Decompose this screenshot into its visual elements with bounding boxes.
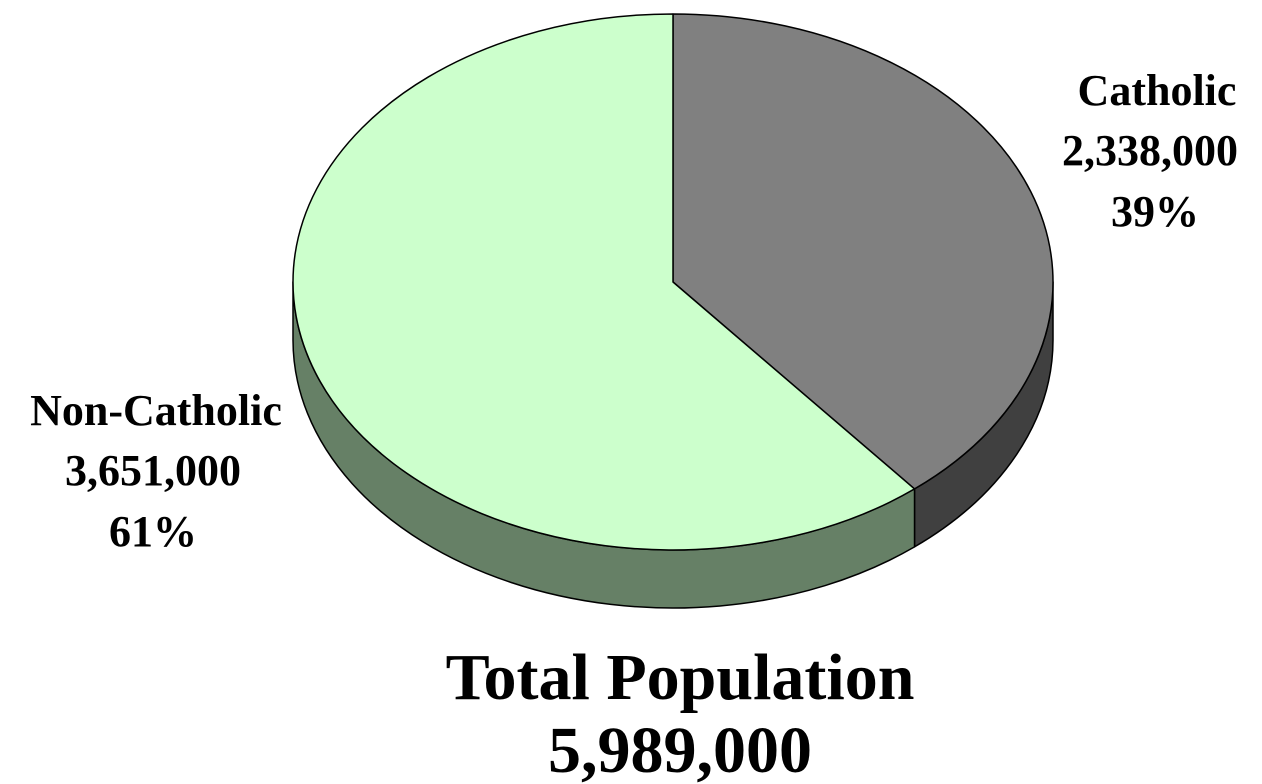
pie-tops <box>292 13 1054 551</box>
non-catholic-slice <box>292 13 916 551</box>
catholic-percent-label: 39% <box>1111 187 1199 236</box>
total-title: Total Population <box>446 641 915 714</box>
non-catholic-percent-label: 61% <box>109 507 197 556</box>
catholic-slice <box>672 13 1054 490</box>
total-value: 5,989,000 <box>548 714 812 784</box>
catholic-slice-label: Catholic <box>1078 66 1237 115</box>
non-catholic-slice-label: Non-Catholic <box>30 386 282 435</box>
catholic-value-label: 2,338,000 <box>1062 126 1238 175</box>
non-catholic-value-label: 3,651,000 <box>65 446 241 495</box>
